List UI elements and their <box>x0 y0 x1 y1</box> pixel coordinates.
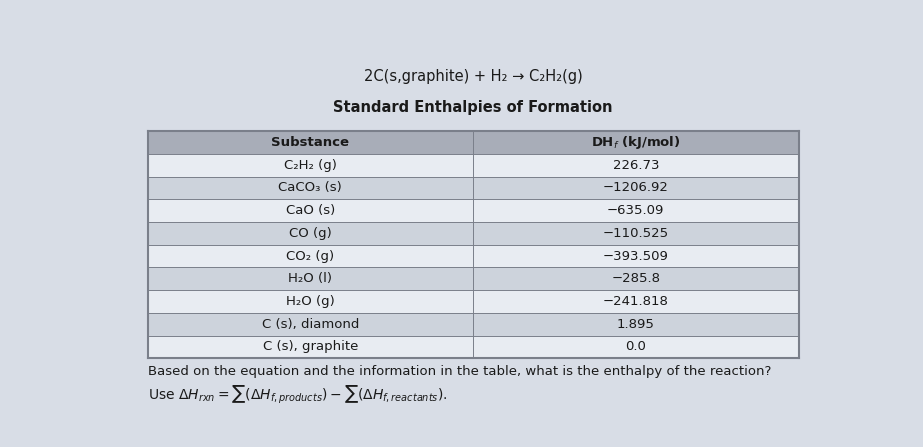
Text: −285.8: −285.8 <box>611 272 660 285</box>
Text: −110.525: −110.525 <box>603 227 669 240</box>
Text: H₂O (g): H₂O (g) <box>286 295 335 308</box>
Text: C₂H₂ (g): C₂H₂ (g) <box>284 159 337 172</box>
Text: Standard Enthalpies of Formation: Standard Enthalpies of Formation <box>333 100 613 115</box>
Text: Substance: Substance <box>271 136 349 149</box>
Text: Use $\Delta H_{rxn}=\sum\left(\Delta H_{f,products}\right)-\sum\left(\Delta H_{f: Use $\Delta H_{rxn}=\sum\left(\Delta H_{… <box>148 384 448 406</box>
Text: CO₂ (g): CO₂ (g) <box>286 249 334 262</box>
Text: CaCO₃ (s): CaCO₃ (s) <box>279 181 342 194</box>
Text: Based on the equation and the information in the table, what is the enthalpy of : Based on the equation and the informatio… <box>148 365 771 378</box>
Bar <box>148 131 798 154</box>
Bar <box>148 313 798 336</box>
Bar <box>148 222 798 245</box>
Text: −1206.92: −1206.92 <box>603 181 668 194</box>
Bar <box>148 199 798 222</box>
Text: C (s), graphite: C (s), graphite <box>263 340 358 354</box>
Bar <box>148 290 798 313</box>
Text: 1.895: 1.895 <box>617 318 654 331</box>
Text: 2C(s,graphite) + H₂ → C₂H₂(g): 2C(s,graphite) + H₂ → C₂H₂(g) <box>364 69 582 84</box>
Text: CO (g): CO (g) <box>289 227 331 240</box>
Text: CaO (s): CaO (s) <box>286 204 335 217</box>
Text: 0.0: 0.0 <box>626 340 646 354</box>
Text: C (s), diamond: C (s), diamond <box>261 318 359 331</box>
Text: −393.509: −393.509 <box>603 249 668 262</box>
Text: −241.818: −241.818 <box>603 295 668 308</box>
Text: DH$_f$ (kJ/mol): DH$_f$ (kJ/mol) <box>591 134 680 151</box>
Bar <box>148 154 798 177</box>
Text: −635.09: −635.09 <box>607 204 665 217</box>
Bar <box>148 267 798 290</box>
Text: H₂O (l): H₂O (l) <box>288 272 332 285</box>
Bar <box>148 336 798 358</box>
Bar <box>148 245 798 267</box>
Text: 226.73: 226.73 <box>613 159 659 172</box>
Bar <box>148 177 798 199</box>
